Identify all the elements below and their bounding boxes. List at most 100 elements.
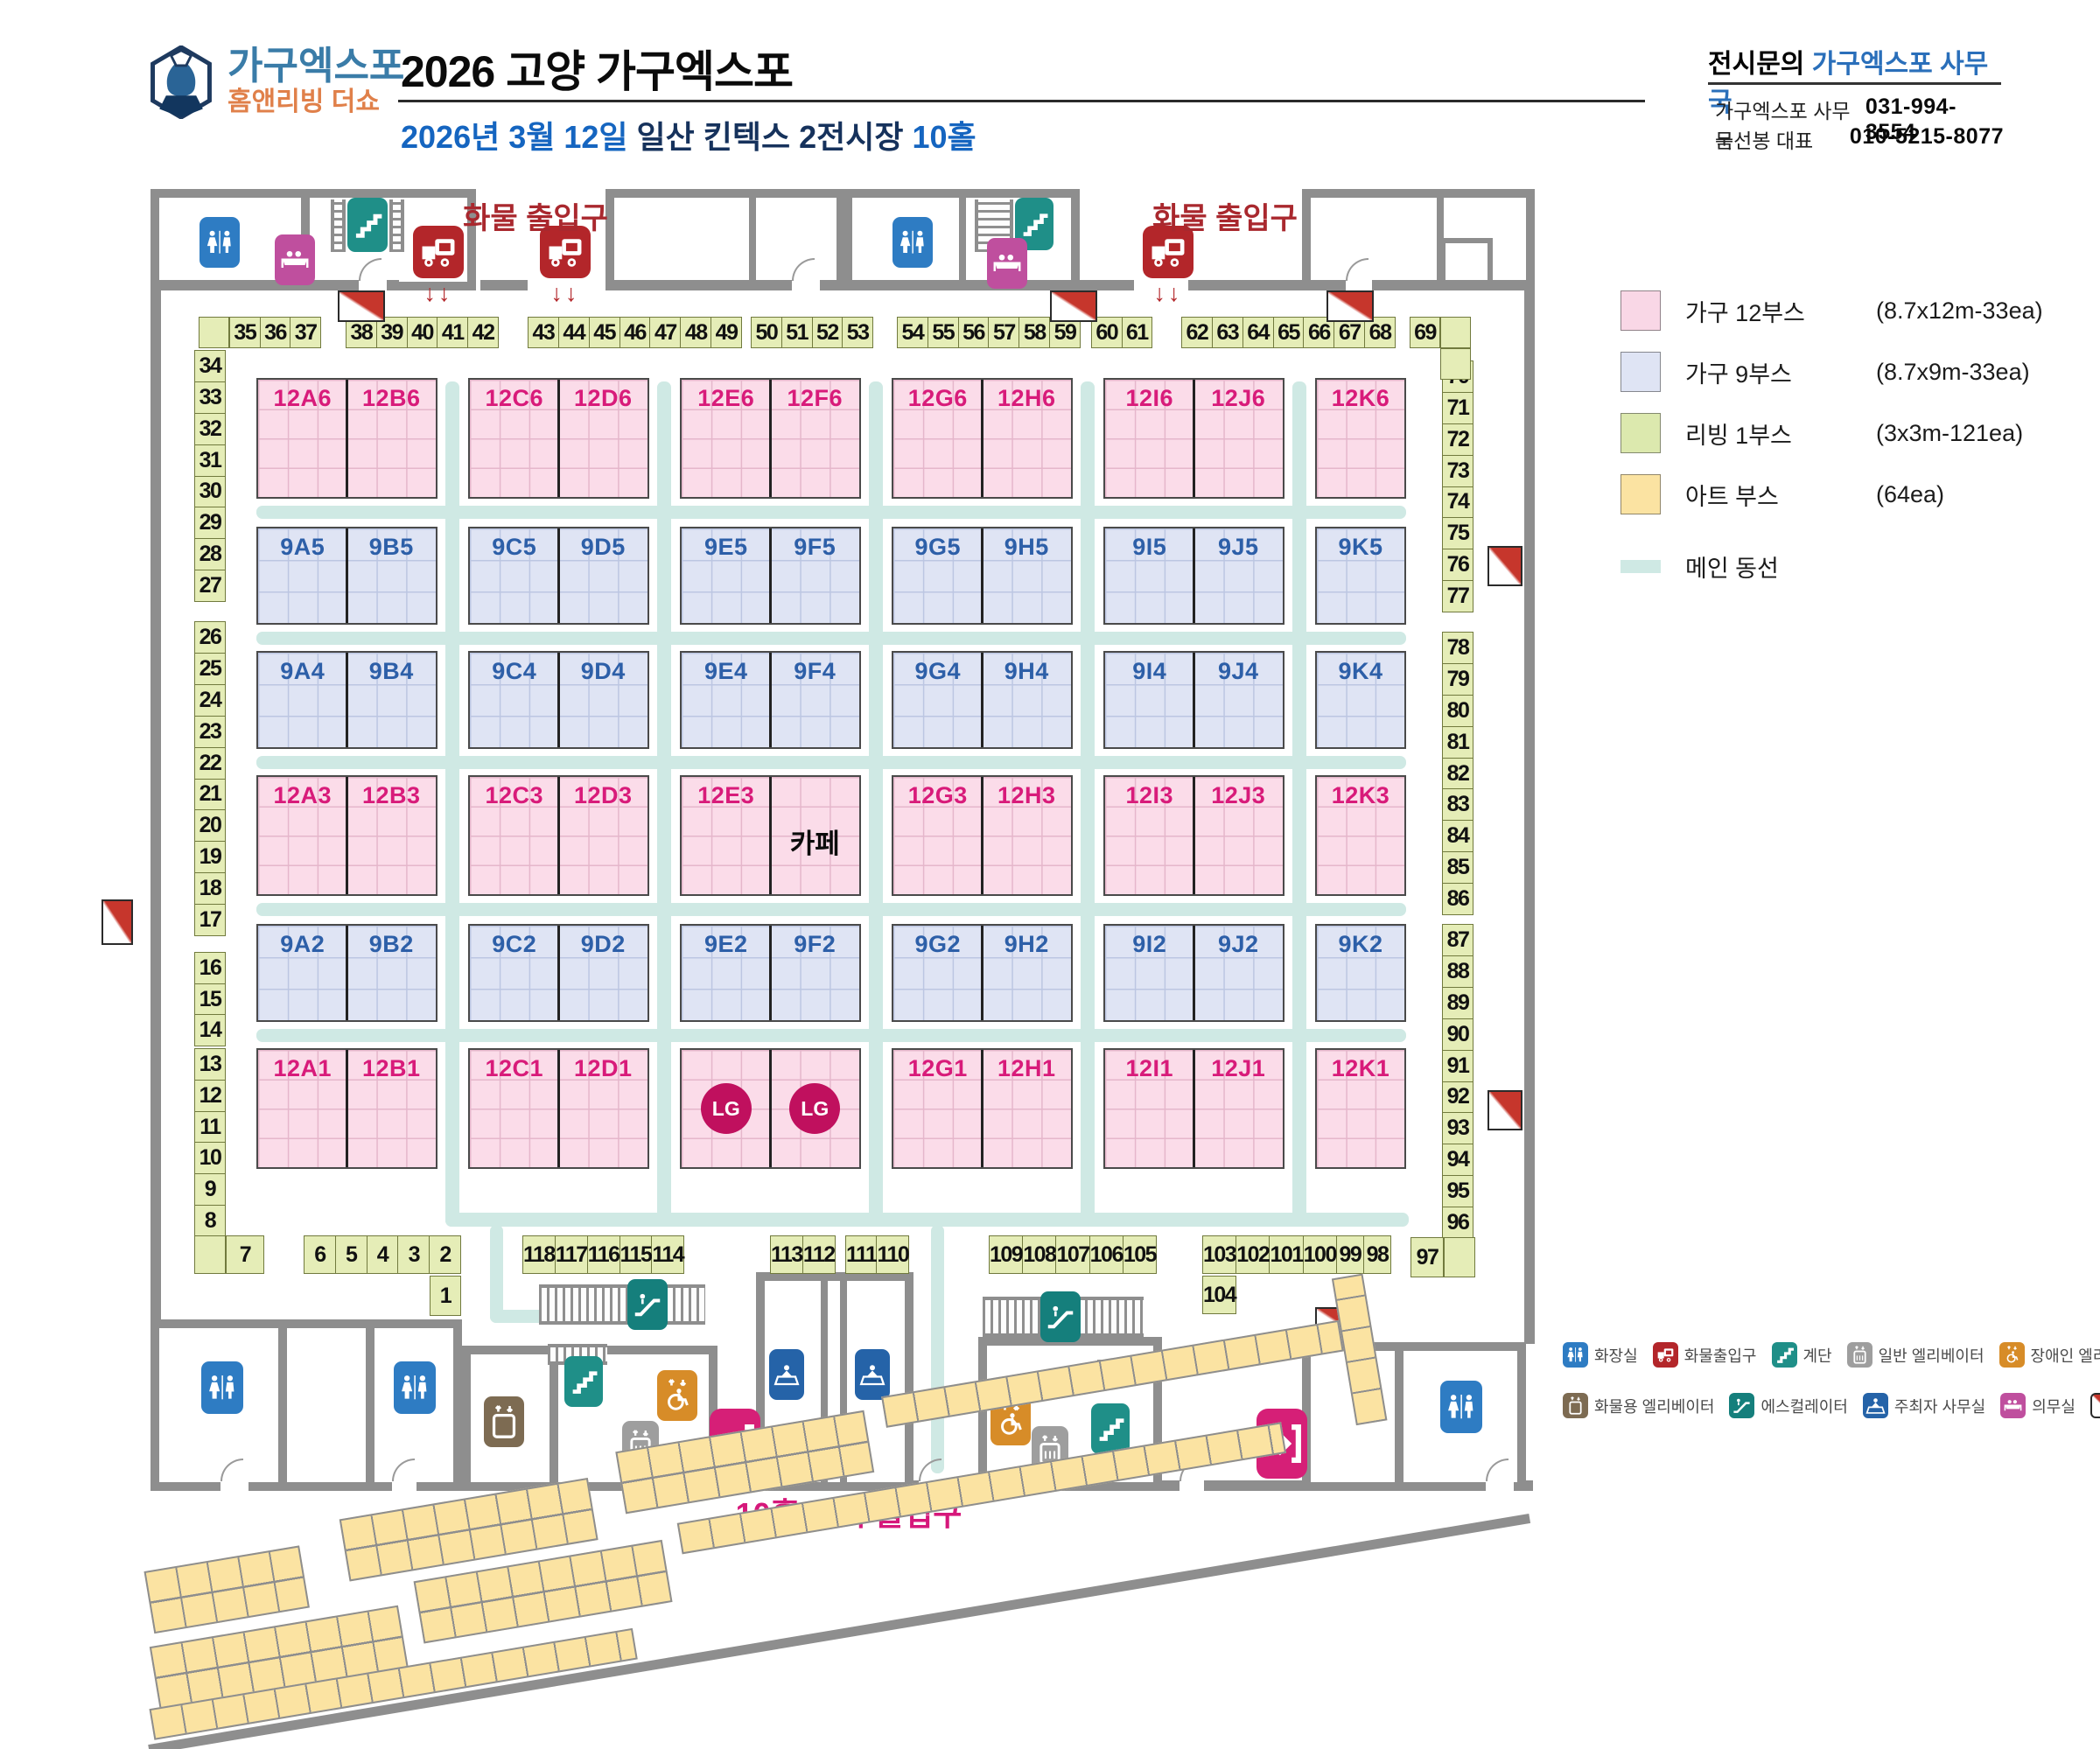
- booth-block-9E2-9F2: 9E2 9F2: [680, 924, 861, 1022]
- booth-61: 61: [1122, 317, 1152, 348]
- booth-82: 82: [1442, 758, 1474, 790]
- booth-105: 105: [1123, 1235, 1158, 1274]
- key-label: 일반 엘리베이터: [1878, 1347, 1984, 1365]
- booth-block-9A2-9B2: 9A2 9B2: [256, 924, 438, 1022]
- booth-14: 14: [194, 1015, 226, 1047]
- booth-62: 62: [1181, 317, 1213, 348]
- booth-blank: [199, 317, 229, 348]
- booth-66: 66: [1304, 317, 1335, 348]
- living-booth-group: 87 88 89 90 91 92 93 94 95 96: [1442, 924, 1474, 1240]
- cargo-entrance-label: 화물 출입구: [1152, 202, 1298, 235]
- booth-label-12A1: 12A1: [273, 1055, 332, 1081]
- block-divider: [1193, 380, 1195, 497]
- booth-label-9D4: 9D4: [580, 658, 626, 684]
- wall: [1395, 1342, 1404, 1491]
- booth-label-9E2: 9E2: [704, 931, 748, 957]
- booth-label-9C4: 9C4: [492, 658, 537, 684]
- booth-blank: [1440, 348, 1471, 380]
- booth-label-9I4: 9I4: [1132, 658, 1167, 684]
- booth-96: 96: [1442, 1207, 1474, 1240]
- block-divider: [1193, 777, 1195, 894]
- block-divider: [769, 528, 772, 623]
- booth-label-9H2: 9H2: [1004, 931, 1049, 957]
- booth-label-9B4: 9B4: [368, 658, 414, 684]
- booth-blank: [194, 1235, 226, 1274]
- booth-label-12J6: 12J6: [1211, 385, 1266, 411]
- living-booth-group: 78 79 80 81 82 83 84 85 86: [1442, 632, 1474, 916]
- wall: [840, 1272, 847, 1491]
- cargo-arrows: ↓↓: [550, 280, 580, 306]
- booth-27: 27: [194, 570, 226, 602]
- booth-46: 46: [620, 317, 651, 348]
- accessible-elevator-icon: [1998, 1342, 2025, 1368]
- booth-16: 16: [194, 952, 226, 984]
- booth-30: 30: [194, 476, 226, 508]
- booth-103: 103: [1202, 1235, 1237, 1274]
- booth-label-9I5: 9I5: [1132, 534, 1167, 560]
- booth-label-9K5: 9K5: [1338, 534, 1383, 560]
- escalator-icon: [1040, 1291, 1081, 1342]
- logo-name: 가구엑스포: [228, 44, 405, 87]
- main-aisle-horizontal: [256, 632, 1406, 645]
- booth-88: 88: [1442, 955, 1474, 988]
- booth-111: 111: [845, 1235, 878, 1274]
- booth-block-9C4-9D4: 9C4 9D4: [468, 651, 649, 749]
- booth-26: 26: [194, 621, 226, 654]
- booth-label-12K6: 12K6: [1331, 385, 1390, 411]
- booth-17: 17: [194, 905, 226, 937]
- booth-116: 116: [587, 1235, 620, 1274]
- cargo-arrows: ↓↓: [424, 280, 453, 306]
- booth-label-12B1: 12B1: [361, 1055, 421, 1081]
- booth-19: 19: [194, 842, 226, 874]
- legend-spec: (8.7x9m-33ea): [1876, 358, 2030, 385]
- block-divider: [1193, 528, 1195, 623]
- booth-81: 81: [1442, 726, 1474, 759]
- fire-hydrant-icon: [1050, 290, 1097, 322]
- wall-left: [150, 280, 161, 1491]
- booth-33: 33: [194, 381, 226, 414]
- booth-58: 58: [1019, 317, 1051, 348]
- wall: [749, 189, 756, 290]
- booth-block-12K3: 12K3: [1315, 775, 1406, 896]
- booth-41: 41: [438, 317, 469, 348]
- stair-hatch: [331, 199, 346, 252]
- booth-block-9G2-9H2: 9G2 9H2: [892, 924, 1073, 1022]
- event-subtitle: 2026년 3월 12일 일산 킨텍스 2전시장 10홀: [401, 112, 976, 157]
- wall-top: [150, 280, 399, 290]
- legend-item-3: 리빙 1부스 (3x3m-121ea): [1620, 413, 2023, 453]
- block-divider: [769, 777, 772, 894]
- booth-108: 108: [1023, 1235, 1057, 1274]
- cargo-arrows: ↓↓: [1153, 280, 1183, 306]
- booth-42: 42: [468, 317, 499, 348]
- booth-block-9C5-9D5: 9C5 9D5: [468, 527, 649, 625]
- booth-109: 109: [989, 1235, 1024, 1274]
- booth-block-12E3: 12E3 카페: [680, 775, 861, 896]
- block-divider: [557, 777, 560, 894]
- organizer-office-icon: [769, 1349, 804, 1400]
- booth-89: 89: [1442, 987, 1474, 1019]
- main-aisle-branch: [490, 1225, 503, 1323]
- booth-36: 36: [260, 317, 291, 348]
- inquiry-office: 가구엑스포 사무국: [1708, 50, 1989, 117]
- booth-22: 22: [194, 747, 226, 780]
- living-booth-group: 60 61: [1091, 317, 1152, 348]
- booth-label-12K1: 12K1: [1331, 1055, 1390, 1081]
- booth-21: 21: [194, 779, 226, 811]
- booth-block-9E4-9F4: 9E4 9F4: [680, 651, 861, 749]
- booth-93: 93: [1442, 1113, 1474, 1145]
- main-aisle-vertical: [1292, 381, 1306, 1227]
- living-booth-group: 50 51 52 53: [751, 317, 873, 348]
- escalator-hatch: [539, 1284, 705, 1325]
- living-booth-group: 34 33 32 31 30 29 28 27: [194, 350, 226, 602]
- booth-9: 9: [194, 1174, 226, 1207]
- booth-label-9F5: 9F5: [794, 534, 836, 560]
- key-label: 화물출입구: [1684, 1347, 1757, 1365]
- event-date: 2026년 3월 12일: [401, 119, 628, 155]
- main-aisle-horizontal: [256, 903, 1406, 916]
- booth-blank: [1444, 1237, 1475, 1277]
- restroom-icon: [201, 1361, 243, 1414]
- block-divider: [557, 528, 560, 623]
- legend-swatch: [1620, 474, 1661, 514]
- booth-label-12H3: 12H3: [997, 782, 1056, 808]
- key-accessible-elevator: 장애인 엘리베이터: [1998, 1342, 2100, 1368]
